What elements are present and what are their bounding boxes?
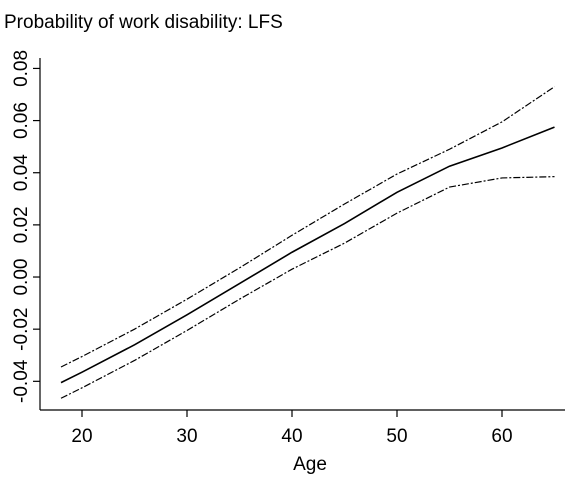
plot-area: -0.04 -0.02 0.00 0.02 0.04 0.06 0.08 20 30 40 50 6…: [11, 50, 565, 447]
x-tick-label: 30: [176, 426, 197, 447]
estimate-line: [60, 126, 555, 384]
x-tick-label: 40: [281, 426, 302, 447]
x-tick-label: 50: [386, 426, 407, 447]
upper-bound-line: [60, 86, 555, 368]
x-ticks: 20 30 40 50 60: [71, 410, 513, 447]
lower-bound-line: [60, 176, 555, 399]
y-tick-label: -0.02: [11, 308, 32, 351]
y-tick-label: 0.08: [11, 50, 32, 87]
x-axis-label: Age: [293, 454, 327, 475]
y-tick-label: 0.06: [11, 102, 32, 139]
series-group: [60, 86, 555, 399]
y-ticks: -0.04 -0.02 0.00 0.02 0.04 0.06 0.08: [11, 50, 40, 403]
x-tick-label: 60: [491, 426, 512, 447]
y-tick-label: -0.04: [11, 359, 32, 403]
y-tick-label: 0.04: [11, 154, 32, 191]
y-tick-label: 0.00: [11, 259, 32, 296]
x-tick-label: 20: [71, 426, 92, 447]
y-tick-label: 0.02: [11, 206, 32, 243]
chart-title: Probability of work disability: LFS: [4, 12, 283, 33]
